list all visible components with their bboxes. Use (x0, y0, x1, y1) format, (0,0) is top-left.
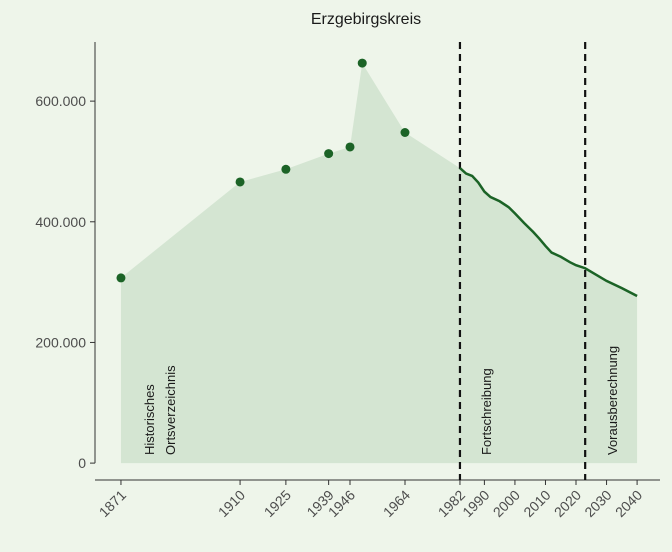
annotation: Vorausberechnung (605, 346, 620, 455)
y-tick-label: 400.000 (35, 214, 86, 230)
data-point (324, 149, 334, 159)
data-point (400, 127, 410, 137)
data-point (345, 142, 355, 152)
y-tick-label: 0 (78, 455, 86, 471)
line (459, 167, 638, 298)
y-tick-label: 200.000 (35, 334, 86, 350)
chart-title: Erzgebirgskreis (311, 11, 421, 28)
annotation: Historisches (142, 384, 157, 455)
annotation: Fortschreibung (479, 368, 494, 455)
data-point (357, 58, 367, 68)
data-point (235, 177, 245, 187)
y-tick-label: 600.000 (35, 93, 86, 109)
data-point (116, 273, 126, 283)
data-point (281, 164, 291, 174)
annotation: Ortsverzeichnis (163, 365, 178, 455)
area (120, 63, 638, 464)
